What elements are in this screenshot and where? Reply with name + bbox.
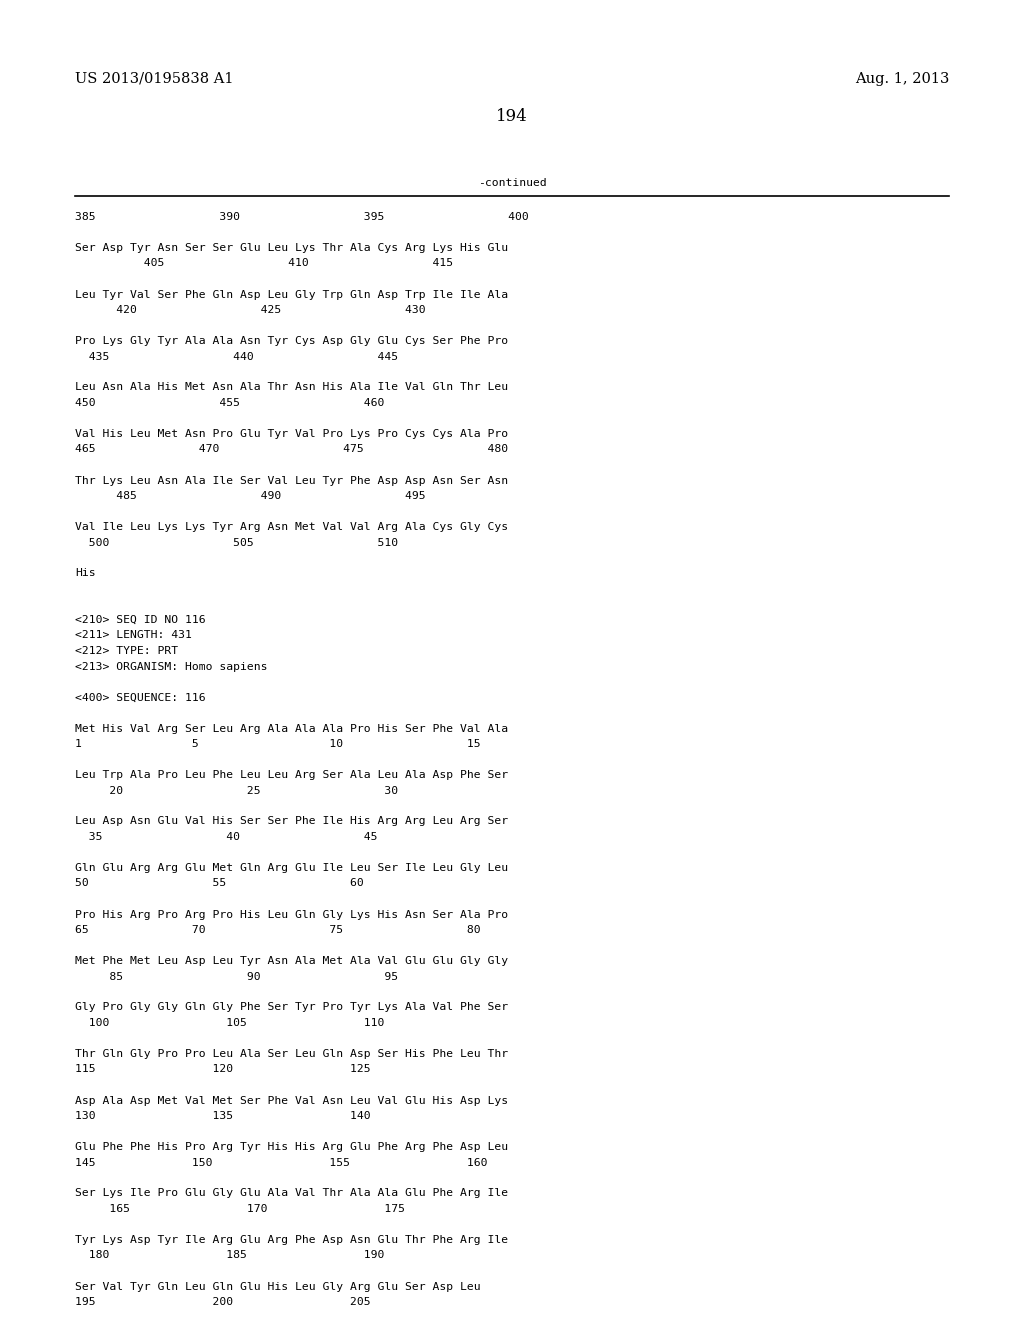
- Text: 180                 185                 190: 180 185 190: [75, 1250, 384, 1261]
- Text: Pro Lys Gly Tyr Ala Ala Asn Tyr Cys Asp Gly Glu Cys Ser Phe Pro: Pro Lys Gly Tyr Ala Ala Asn Tyr Cys Asp …: [75, 337, 508, 346]
- Text: Val Ile Leu Lys Lys Tyr Arg Asn Met Val Val Arg Ala Cys Gly Cys: Val Ile Leu Lys Lys Tyr Arg Asn Met Val …: [75, 521, 508, 532]
- Text: 50                  55                  60: 50 55 60: [75, 879, 364, 888]
- Text: Val His Leu Met Asn Pro Glu Tyr Val Pro Lys Pro Cys Cys Ala Pro: Val His Leu Met Asn Pro Glu Tyr Val Pro …: [75, 429, 508, 440]
- Text: Asp Ala Asp Met Val Met Ser Phe Val Asn Leu Val Glu His Asp Lys: Asp Ala Asp Met Val Met Ser Phe Val Asn …: [75, 1096, 508, 1106]
- Text: -continued: -continued: [477, 178, 547, 187]
- Text: Leu Tyr Val Ser Phe Gln Asp Leu Gly Trp Gln Asp Trp Ile Ile Ala: Leu Tyr Val Ser Phe Gln Asp Leu Gly Trp …: [75, 289, 508, 300]
- Text: 465               470                  475                  480: 465 470 475 480: [75, 445, 508, 454]
- Text: 405                  410                  415: 405 410 415: [75, 259, 454, 268]
- Text: Ser Lys Ile Pro Glu Gly Glu Ala Val Thr Ala Ala Glu Phe Arg Ile: Ser Lys Ile Pro Glu Gly Glu Ala Val Thr …: [75, 1188, 508, 1199]
- Text: 385                  390                  395                  400: 385 390 395 400: [75, 213, 528, 222]
- Text: 130                 135                 140: 130 135 140: [75, 1111, 371, 1121]
- Text: <213> ORGANISM: Homo sapiens: <213> ORGANISM: Homo sapiens: [75, 661, 267, 672]
- Text: 65               70                  75                  80: 65 70 75 80: [75, 925, 480, 935]
- Text: Thr Lys Leu Asn Ala Ile Ser Val Leu Tyr Phe Asp Asp Asn Ser Asn: Thr Lys Leu Asn Ala Ile Ser Val Leu Tyr …: [75, 475, 508, 486]
- Text: Ser Val Tyr Gln Leu Gln Glu His Leu Gly Arg Glu Ser Asp Leu: Ser Val Tyr Gln Leu Gln Glu His Leu Gly …: [75, 1282, 480, 1291]
- Text: Pro His Arg Pro Arg Pro His Leu Gln Gly Lys His Asn Ser Ala Pro: Pro His Arg Pro Arg Pro His Leu Gln Gly …: [75, 909, 508, 920]
- Text: Aug. 1, 2013: Aug. 1, 2013: [855, 73, 949, 86]
- Text: 145              150                 155                 160: 145 150 155 160: [75, 1158, 487, 1167]
- Text: 100                 105                 110: 100 105 110: [75, 1018, 384, 1028]
- Text: US 2013/0195838 A1: US 2013/0195838 A1: [75, 73, 233, 86]
- Text: Glu Phe Phe His Pro Arg Tyr His His Arg Glu Phe Arg Phe Asp Leu: Glu Phe Phe His Pro Arg Tyr His His Arg …: [75, 1142, 508, 1152]
- Text: 115                 120                 125: 115 120 125: [75, 1064, 371, 1074]
- Text: Ser Asp Tyr Asn Ser Ser Glu Leu Lys Thr Ala Cys Arg Lys His Glu: Ser Asp Tyr Asn Ser Ser Glu Leu Lys Thr …: [75, 243, 508, 253]
- Text: Thr Gln Gly Pro Pro Leu Ala Ser Leu Gln Asp Ser His Phe Leu Thr: Thr Gln Gly Pro Pro Leu Ala Ser Leu Gln …: [75, 1049, 508, 1059]
- Text: His: His: [75, 569, 95, 578]
- Text: 194: 194: [496, 108, 528, 125]
- Text: 35                  40                  45: 35 40 45: [75, 832, 378, 842]
- Text: 500                  505                  510: 500 505 510: [75, 537, 398, 548]
- Text: 195                 200                 205: 195 200 205: [75, 1298, 371, 1307]
- Text: 165                 170                 175: 165 170 175: [75, 1204, 406, 1214]
- Text: 420                  425                  430: 420 425 430: [75, 305, 426, 315]
- Text: 485                  490                  495: 485 490 495: [75, 491, 426, 502]
- Text: Leu Trp Ala Pro Leu Phe Leu Leu Arg Ser Ala Leu Ala Asp Phe Ser: Leu Trp Ala Pro Leu Phe Leu Leu Arg Ser …: [75, 770, 508, 780]
- Text: Tyr Lys Asp Tyr Ile Arg Glu Arg Phe Asp Asn Glu Thr Phe Arg Ile: Tyr Lys Asp Tyr Ile Arg Glu Arg Phe Asp …: [75, 1236, 508, 1245]
- Text: 435                  440                  445: 435 440 445: [75, 351, 398, 362]
- Text: <210> SEQ ID NO 116: <210> SEQ ID NO 116: [75, 615, 206, 624]
- Text: 1                5                   10                  15: 1 5 10 15: [75, 739, 480, 748]
- Text: <211> LENGTH: 431: <211> LENGTH: 431: [75, 631, 191, 640]
- Text: Gly Pro Gly Gly Gln Gly Phe Ser Tyr Pro Tyr Lys Ala Val Phe Ser: Gly Pro Gly Gly Gln Gly Phe Ser Tyr Pro …: [75, 1002, 508, 1012]
- Text: 450                  455                  460: 450 455 460: [75, 399, 384, 408]
- Text: 20                  25                  30: 20 25 30: [75, 785, 398, 796]
- Text: Met Phe Met Leu Asp Leu Tyr Asn Ala Met Ala Val Glu Glu Gly Gly: Met Phe Met Leu Asp Leu Tyr Asn Ala Met …: [75, 956, 508, 966]
- Text: Met His Val Arg Ser Leu Arg Ala Ala Ala Pro His Ser Phe Val Ala: Met His Val Arg Ser Leu Arg Ala Ala Ala …: [75, 723, 508, 734]
- Text: <212> TYPE: PRT: <212> TYPE: PRT: [75, 645, 178, 656]
- Text: 85                  90                  95: 85 90 95: [75, 972, 398, 982]
- Text: Leu Asp Asn Glu Val His Ser Ser Phe Ile His Arg Arg Leu Arg Ser: Leu Asp Asn Glu Val His Ser Ser Phe Ile …: [75, 817, 508, 826]
- Text: <400> SEQUENCE: 116: <400> SEQUENCE: 116: [75, 693, 206, 702]
- Text: Gln Glu Arg Arg Glu Met Gln Arg Glu Ile Leu Ser Ile Leu Gly Leu: Gln Glu Arg Arg Glu Met Gln Arg Glu Ile …: [75, 863, 508, 873]
- Text: Leu Asn Ala His Met Asn Ala Thr Asn His Ala Ile Val Gln Thr Leu: Leu Asn Ala His Met Asn Ala Thr Asn His …: [75, 383, 508, 392]
